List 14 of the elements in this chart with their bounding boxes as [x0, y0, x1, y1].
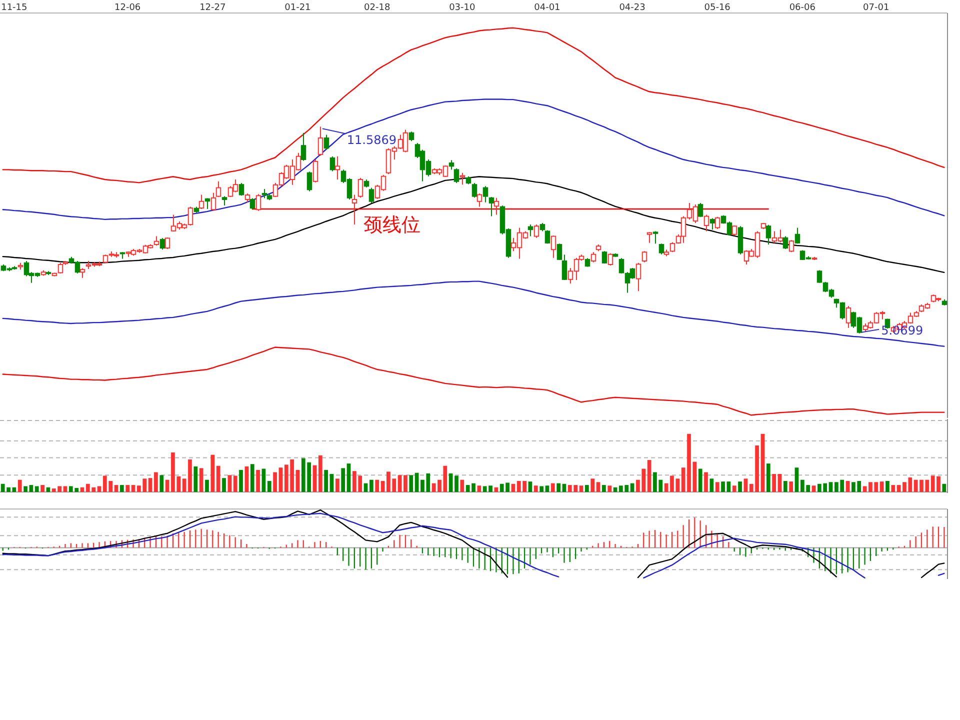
x-tick-label: 04-01 — [534, 3, 560, 13]
x-tick-label: 03-10 — [449, 3, 476, 13]
x-tick-label: 01-21 — [284, 3, 311, 13]
x-tick-label: 02-18 — [364, 3, 390, 13]
x-tick-label: 06-06 — [789, 3, 816, 13]
x-tick-label: 12-27 — [200, 3, 226, 13]
annotation: 颈线位 — [364, 214, 421, 236]
x-tick-label: 07-01 — [863, 3, 890, 13]
x-tick-label: 12-06 — [114, 3, 141, 13]
annotation: 5.0699 — [881, 323, 924, 338]
x-tick-label: 04-23 — [619, 3, 646, 13]
x-tick-label: 11-15 — [1, 3, 28, 13]
annotation: 11.5869 — [346, 133, 397, 148]
x-tick-label: 05-16 — [704, 3, 731, 13]
